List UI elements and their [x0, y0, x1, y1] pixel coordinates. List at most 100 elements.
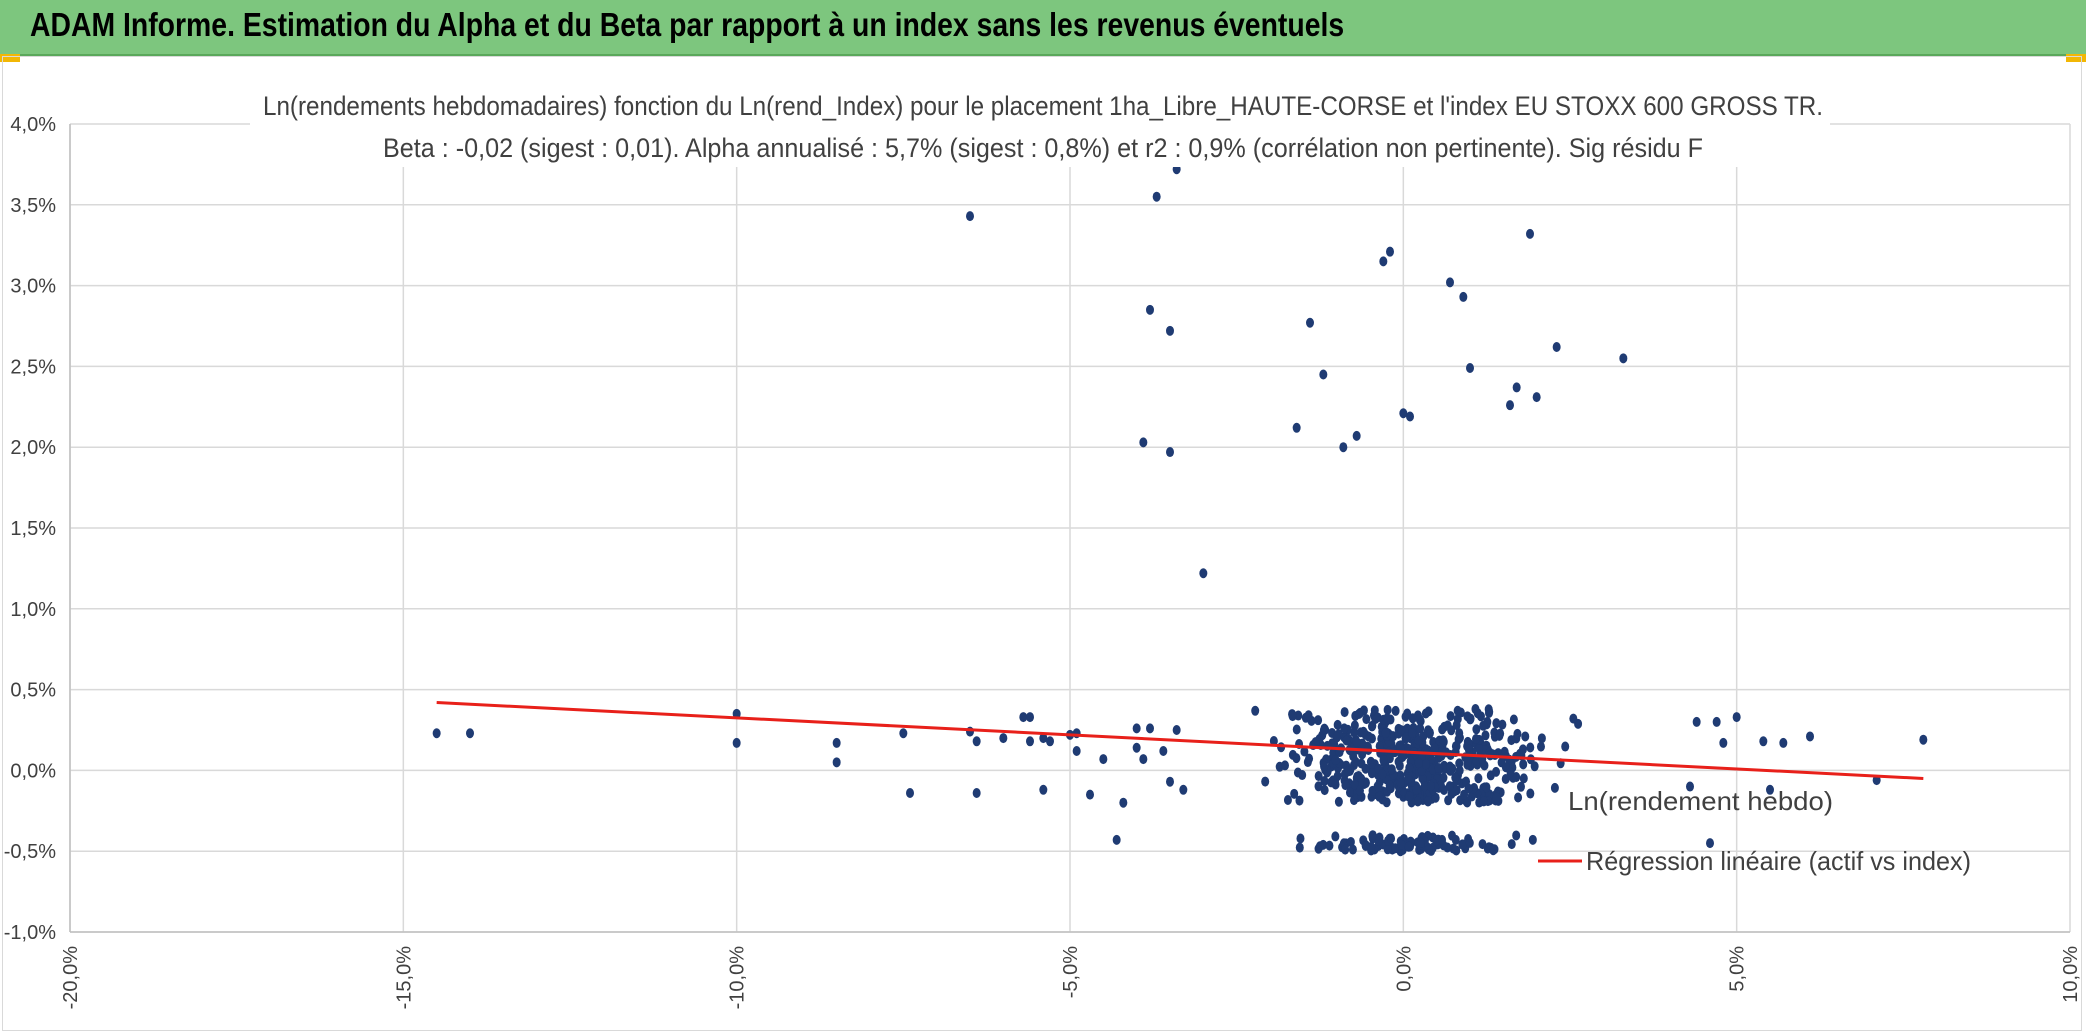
data-point [1251, 705, 1260, 716]
data-point [1352, 430, 1361, 441]
data-point [1374, 782, 1383, 793]
data-point [1416, 837, 1425, 848]
data-point [1315, 841, 1324, 852]
y-tick-label: 0,0% [10, 760, 56, 782]
data-point [1343, 766, 1352, 777]
data-point [1416, 723, 1425, 734]
data-point [1346, 836, 1355, 847]
data-point [1288, 711, 1297, 722]
data-point [1345, 787, 1354, 798]
data-point [832, 737, 841, 748]
data-point [1759, 736, 1768, 747]
data-point [732, 737, 741, 748]
y-tick-label: -0,5% [4, 841, 56, 863]
data-point [1475, 743, 1484, 754]
data-point [1426, 781, 1435, 792]
data-point [1451, 772, 1460, 783]
data-point [1383, 704, 1392, 715]
data-point [1319, 369, 1328, 380]
data-point [1464, 783, 1473, 794]
data-point [1526, 742, 1535, 753]
x-tick-label: 10,0% [2060, 946, 2082, 1003]
data-point [1314, 715, 1323, 726]
x-tick-label: -5,0% [1060, 946, 1082, 998]
y-tick-label: 3,5% [10, 195, 56, 217]
data-point [1537, 733, 1546, 744]
data-point [1421, 708, 1430, 719]
data-point [1561, 741, 1570, 752]
chart-frame [2, 56, 2082, 1031]
data-point [1424, 796, 1433, 807]
data-point [1445, 761, 1454, 772]
data-point [1300, 746, 1309, 757]
data-point [1414, 735, 1423, 746]
data-point [1484, 708, 1493, 719]
data-point [1569, 713, 1578, 724]
report-title: ADAM Informe. Estimation du Alpha et du … [30, 6, 1345, 43]
data-point [1152, 191, 1161, 202]
data-point [1341, 844, 1350, 855]
legend-label-points: Ln(rendement hebdo) [1568, 786, 1833, 816]
data-point [1453, 705, 1462, 716]
data-point [1132, 742, 1141, 753]
data-point [1391, 843, 1400, 854]
data-point [1026, 712, 1034, 723]
data-point [1311, 737, 1320, 748]
data-point [1383, 713, 1392, 724]
data-point [1779, 737, 1788, 748]
data-point [1421, 759, 1430, 770]
x-tick-label: 5,0% [1727, 946, 1749, 992]
data-point [1455, 765, 1464, 776]
data-point [1451, 834, 1460, 845]
data-point [1443, 720, 1452, 731]
data-point [1199, 568, 1208, 579]
data-point [1530, 761, 1539, 772]
data-point [1414, 757, 1423, 768]
data-point [1314, 771, 1323, 782]
data-point [1385, 753, 1394, 764]
data-point [1352, 736, 1361, 747]
y-tick-label: 0,5% [10, 680, 56, 702]
data-point [1146, 723, 1154, 734]
data-point [1333, 719, 1342, 730]
data-point [1325, 840, 1334, 851]
data-point [1512, 830, 1521, 841]
data-point [1305, 753, 1314, 764]
data-point [1086, 789, 1094, 800]
data-point [432, 728, 441, 739]
data-point [899, 728, 908, 739]
data-point [1295, 795, 1304, 806]
data-point [1412, 784, 1421, 795]
tick-labels: -1,0% -0,5% 0,0% 0,5% 1,0% 1,5% 2,0% 2,5% 3,0% 3,… [4, 114, 2082, 1009]
data-point [1413, 796, 1422, 807]
data-point [1350, 727, 1359, 738]
title-background [250, 85, 1830, 167]
data-point [966, 726, 974, 737]
data-point [1431, 792, 1440, 803]
data-point [1039, 733, 1048, 744]
legend: Ln(rendement hebdo) Régression linéaire … [1538, 786, 1971, 876]
x-tick-label: -10,0% [727, 946, 749, 1010]
data-point [1526, 228, 1534, 239]
data-point [832, 757, 841, 768]
y-tick-label: 1,5% [10, 518, 56, 540]
x-tick-label: -15,0% [393, 946, 415, 1010]
data-point [1355, 785, 1364, 796]
axes [69, 124, 2070, 933]
data-point [1319, 725, 1328, 736]
data-point [1439, 735, 1448, 746]
data-point [1368, 720, 1377, 731]
data-point [1072, 746, 1081, 757]
data-point [1692, 716, 1701, 727]
data-point [1526, 788, 1535, 799]
data-point [1472, 724, 1481, 735]
data-point [1398, 752, 1407, 763]
data-point [1473, 708, 1482, 719]
data-point [1408, 728, 1417, 739]
regression-line [436, 701, 1924, 780]
data-point [1368, 831, 1377, 842]
data-point [1320, 775, 1329, 786]
data-point [1367, 768, 1376, 779]
data-point [1166, 447, 1174, 458]
data-point [1340, 723, 1349, 734]
